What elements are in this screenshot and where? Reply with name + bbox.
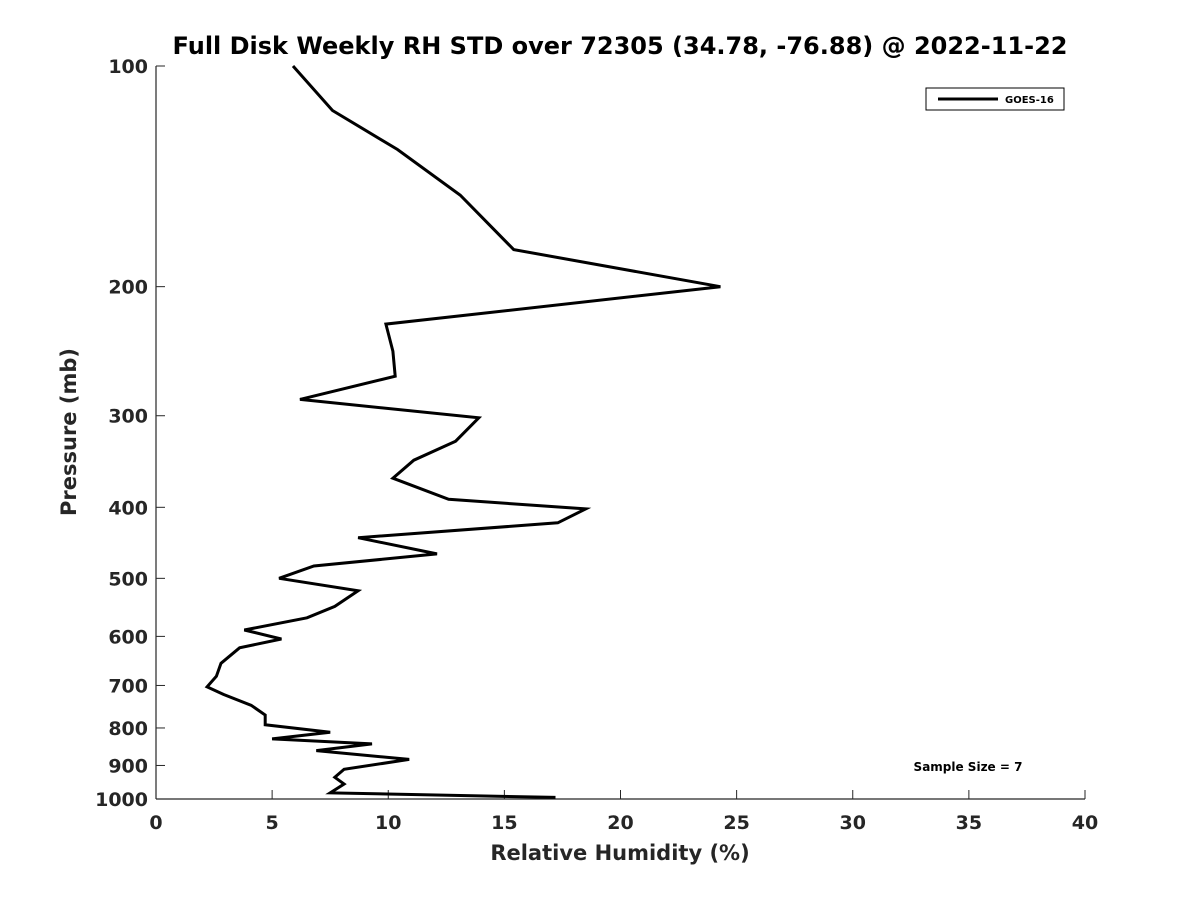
x-tick-label: 30 [840,812,866,834]
x-tick-label: 0 [149,812,162,834]
y-axis-label: Pressure (mb) [57,348,81,516]
y-axis-ticks: 100 200 300 400 500 600 700 800 900 1000 [95,56,165,811]
legend-entry-label: GOES-16 [1005,95,1054,106]
sample-size-annotation: Sample Size = 7 [914,760,1023,774]
x-tick-label: 40 [1072,812,1098,834]
y-tick-label: 600 [108,626,148,648]
y-tick-label: 100 [108,56,148,78]
series-group [204,65,721,799]
y-tick-label: 700 [108,675,148,697]
chart-title: Full Disk Weekly RH STD over 72305 (34.7… [173,32,1068,60]
y-tick-label: 400 [108,497,148,519]
y-tick-label: 500 [108,568,148,590]
x-tick-label: 20 [607,812,633,834]
y-tick-label: 300 [108,406,148,428]
y-tick-label: 900 [108,755,148,777]
y-tick-label: 800 [108,718,148,740]
x-tick-label: 15 [491,812,517,834]
y-tick-label: 1000 [95,789,148,811]
x-tick-label: 25 [723,812,749,834]
y-tick-label: 200 [108,277,148,299]
series-line-goes-16 [204,65,721,799]
legend: GOES-16 [925,87,1065,111]
x-tick-label: 10 [375,812,401,834]
x-axis-label: Relative Humidity (%) [490,841,749,865]
x-tick-label: 35 [956,812,982,834]
x-tick-label: 5 [266,812,279,834]
x-axis-ticks: 0 5 10 15 20 25 30 35 40 [149,790,1098,834]
